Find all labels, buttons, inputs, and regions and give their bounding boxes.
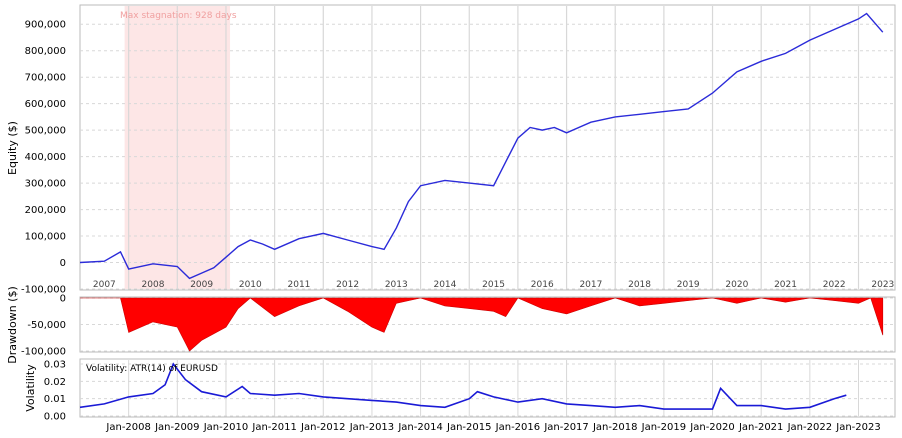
volatility-x-tick-label: Jan-2011 [251,422,296,433]
drawdown-y-axis-label: Drawdown ($) [6,286,19,364]
volatility-y-tick-label: 0.00 [44,412,66,423]
year-label: 2021 [774,280,797,290]
volatility-y-tick-label: 0.02 [44,377,66,388]
volatility-x-tick-label: Jan-2018 [592,422,637,433]
axis-ticks: 900,000 800,000 700,000 600,000 500,000 400,0… [21,20,894,433]
volatility-x-tick-label: Jan-2019 [641,422,686,433]
volatility-y-tick-label: 0.01 [44,394,66,405]
year-label: 2022 [823,280,846,290]
volatility-y-axis-label: Volatility [24,364,37,412]
year-label: 2017 [579,280,602,290]
year-label: 2007 [93,280,116,290]
stagnation-annotation: Max stagnation: 928 days [120,11,237,21]
volatility-series [79,362,847,410]
equity-series [79,12,884,280]
volatility-x-tick-label: Jan-2013 [349,422,394,433]
year-label: 2010 [239,280,262,290]
volatility-x-tick-label: Jan-2023 [835,422,880,433]
year-label: 2018 [628,280,651,290]
equity-y-tick-label: 100,000 [25,232,66,243]
equity-y-tick-label: 400,000 [25,152,66,163]
volatility-legend: Volatility: ATR(14) of EURUSD [86,364,218,374]
drawdown-y-tick-label: 0 [60,294,66,305]
volatility-x-tick-label: Jan-2021 [738,422,783,433]
year-label: 2011 [288,280,311,290]
volatility-x-tick-label: Jan-2015 [446,422,491,433]
volatility-line [79,362,847,410]
year-label: 2023 [871,280,894,290]
volatility-x-tick-label: Jan-2014 [397,422,442,433]
year-label: 2016 [531,280,554,290]
volatility-x-tick-label: Jan-2022 [787,422,832,433]
volatility-x-tick-label: Jan-2020 [689,422,734,433]
equity-y-tick-label: 900,000 [25,20,66,31]
equity-y-tick-label: 0 [60,258,66,269]
year-label: 2019 [677,280,700,290]
equity-y-tick-label: 200,000 [25,205,66,216]
drawdown-y-tick-label: -100,000 [21,347,66,358]
drawdown-area [80,297,884,352]
year-label: 2020 [725,280,748,290]
drawdown-series [80,297,884,352]
volatility-y-tick-label: 0.03 [44,360,66,371]
year-label: 2008 [142,280,165,290]
equity-y-tick-label: 800,000 [25,46,66,57]
year-label: 2014 [433,280,456,290]
drawdown-y-tick-label: -50,000 [27,320,66,331]
equity-y-tick-label: 300,000 [25,179,66,190]
grid-lines [80,6,895,417]
volatility-x-tick-label: Jan-2010 [203,422,248,433]
equity-y-tick-label: 700,000 [25,73,66,84]
volatility-x-tick-label: Jan-2009 [154,422,199,433]
year-label: 2009 [190,280,213,290]
equity-y-axis-label: Equity ($) [6,121,19,175]
equity-y-tick-label: -100,000 [21,285,66,296]
volatility-x-tick-label: Jan-2017 [543,422,588,433]
equity-line [79,12,884,280]
equity-y-tick-label: 500,000 [25,126,66,137]
year-label: 2012 [336,280,359,290]
volatility-x-tick-label: Jan-2008 [105,422,150,433]
volatility-panel-frame [79,358,896,418]
volatility-x-tick-label: Jan-2012 [300,422,345,433]
equity-y-tick-label: 600,000 [25,99,66,110]
year-label: 2013 [385,280,408,290]
volatility-x-tick-label: Jan-2016 [495,422,540,433]
year-label: 2015 [482,280,505,290]
